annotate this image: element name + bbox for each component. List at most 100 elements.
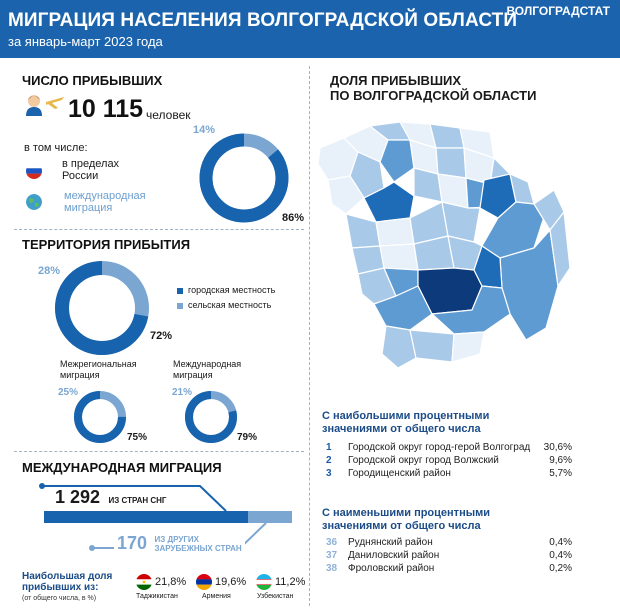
rank-value: 0,4% — [549, 537, 572, 548]
arrivals-donut-chart — [199, 133, 289, 223]
territory-urban-pct: 72% — [150, 330, 173, 342]
page-subtitle: за январь-март 2023 года — [8, 34, 163, 49]
rank-number: 38 — [326, 563, 338, 574]
rank-name: Фроловский район — [348, 563, 435, 574]
divider-1 — [14, 229, 304, 230]
ranking-row: 1 Городской округ город-герой Волгоград … — [326, 442, 574, 455]
domestic-label-line1: в пределах — [62, 158, 120, 170]
cis-bar — [44, 511, 248, 523]
interregional-line1: Межрегиональная — [60, 359, 137, 369]
ranking-row: 2 Городской округ город Волжский 9,6% — [326, 455, 574, 468]
legend-urban-label: городская местность — [188, 285, 276, 295]
largest-line1: Наибольшая доля — [22, 571, 113, 582]
divider-2 — [14, 451, 304, 452]
bottom-ranking-title: С наименьшими процентными значениями от … — [322, 507, 490, 533]
largest-share-block: Наибольшая доля прибывших из: (от общего… — [22, 571, 112, 604]
district-region[interactable] — [473, 245, 503, 289]
country-name-3: Узбекистан — [257, 593, 294, 600]
globe-icon — [26, 194, 42, 210]
legend-rural-swatch — [177, 302, 183, 309]
other-label: ИЗ ДРУГИХ ЗАРУБЕЖНЫХ СТРАН — [155, 535, 242, 553]
intl-label-line2: миграция — [64, 202, 113, 214]
interregional-line2: миграция — [60, 370, 100, 380]
country-value-2: 19,6% — [215, 576, 247, 588]
rank-value: 9,6% — [549, 455, 572, 466]
region-map — [317, 121, 571, 369]
district-region[interactable] — [549, 211, 571, 287]
district-region[interactable] — [429, 123, 465, 149]
international-line2: миграция — [173, 370, 213, 380]
district-region[interactable] — [435, 147, 467, 179]
ranking-row: 36 Руднянский район 0,4% — [326, 537, 574, 550]
arrivals-value: 10 115 — [68, 95, 144, 123]
largest-line2: прибывших из: — [22, 582, 99, 593]
country-value-1: 21,8% — [155, 576, 187, 588]
largest-note: (от общего числа, в %) — [22, 595, 97, 602]
district-region[interactable] — [379, 243, 419, 271]
interregional-title: Межрегиональная миграция — [60, 359, 137, 381]
rank-value: 0,4% — [549, 550, 572, 561]
intl-urban-pct: 79% — [237, 432, 258, 443]
donut-urban-segment — [55, 261, 149, 355]
top-ranking-title: С наибольшими процентными значениями от … — [322, 410, 489, 436]
cis-value: 1 292 — [55, 487, 101, 507]
international-title: Международная миграция — [173, 359, 241, 381]
rank-name: Руднянский район — [348, 537, 433, 548]
district-region[interactable] — [451, 331, 485, 363]
cis-dot — [39, 483, 45, 489]
bottom-title-line2: значениями от общего числа — [322, 520, 481, 532]
arrivals-unit: человек — [146, 108, 191, 122]
country-name-1: Таджикистан — [136, 593, 178, 600]
rank-name: Даниловский район — [348, 550, 440, 561]
district-region[interactable] — [375, 217, 415, 247]
map-title-line1: ДОЛЯ ПРИБЫВШИХ — [330, 73, 462, 88]
district-region[interactable] — [381, 325, 417, 369]
other-label-line1: ИЗ ДРУГИХ — [154, 534, 200, 544]
territory-title: ТЕРРИТОРИЯ ПРИБЫТИЯ — [22, 237, 191, 252]
header-banner: МИГРАЦИЯ НАСЕЛЕНИЯ ВОЛГОГРАДСКОЙ ОБЛАСТИ… — [0, 0, 620, 58]
legend-rural-label: сельская местность — [188, 300, 272, 310]
district-region[interactable] — [327, 175, 365, 215]
rank-name: Городищенский район — [348, 468, 451, 479]
rank-name: Городской округ город Волжский — [348, 455, 499, 466]
domestic-label: в пределах России — [62, 158, 119, 182]
top-title-line2: значениями от общего числа — [322, 423, 481, 435]
vertical-divider — [309, 66, 310, 606]
russia-flag-icon — [26, 163, 42, 179]
district-region[interactable] — [409, 329, 455, 363]
other-label-line2: ЗАРУБЕЖНЫХ СТРАН — [154, 543, 242, 553]
cis-figure: 1 292 ИЗ СТРАН СНГ — [52, 487, 170, 508]
district-region[interactable] — [379, 139, 415, 183]
rank-number: 36 — [326, 537, 338, 548]
district-region[interactable] — [441, 201, 481, 243]
arrivals-title: ЧИСЛО ПРИБЫВШИХ — [22, 73, 163, 88]
other-value: 170 — [117, 533, 148, 553]
arrivals-domestic-pct: 86% — [282, 212, 305, 224]
rank-number: 1 — [326, 442, 332, 453]
legend-rural: сельская местность — [177, 300, 271, 310]
person-plane-icon — [24, 92, 66, 116]
ranking-row: 3 Городищенский район 5,7% — [326, 468, 574, 481]
rank-number: 2 — [326, 455, 332, 466]
uzbekistan-flag-icon — [256, 574, 272, 590]
intl-rural-pct: 21% — [172, 387, 193, 398]
other-dot — [89, 545, 95, 551]
other-bar — [248, 511, 292, 523]
cis-connector — [42, 485, 227, 512]
inter-rural-pct: 25% — [58, 387, 79, 398]
other-figure: 170 ИЗ ДРУГИХ ЗАРУБЕЖНЫХ СТРАН — [114, 533, 245, 554]
rank-value: 5,7% — [549, 468, 572, 479]
country-value-3: 11,2% — [275, 576, 306, 588]
map-title-line2: ПО ВОЛГОГРАДСКОЙ ОБЛАСТИ — [330, 88, 537, 103]
donut-intl-urban — [185, 391, 237, 443]
cis-label: ИЗ СТРАН СНГ — [108, 496, 167, 505]
interregional-donut-chart — [74, 391, 126, 443]
donut-domestic-segment — [199, 133, 289, 223]
including-label: в том числе: — [24, 142, 88, 154]
legend-urban: городская местность — [177, 285, 275, 295]
tajikistan-flag-icon — [136, 574, 152, 590]
map-title: ДОЛЯ ПРИБЫВШИХ ПО ВОЛГОГРАДСКОЙ ОБЛАСТИ — [330, 73, 536, 103]
domestic-label-line2: России — [62, 170, 99, 182]
ranking-row: 38 Фроловский район 0,2% — [326, 563, 574, 576]
rank-name: Городской округ город-герой Волгоград — [348, 442, 531, 453]
